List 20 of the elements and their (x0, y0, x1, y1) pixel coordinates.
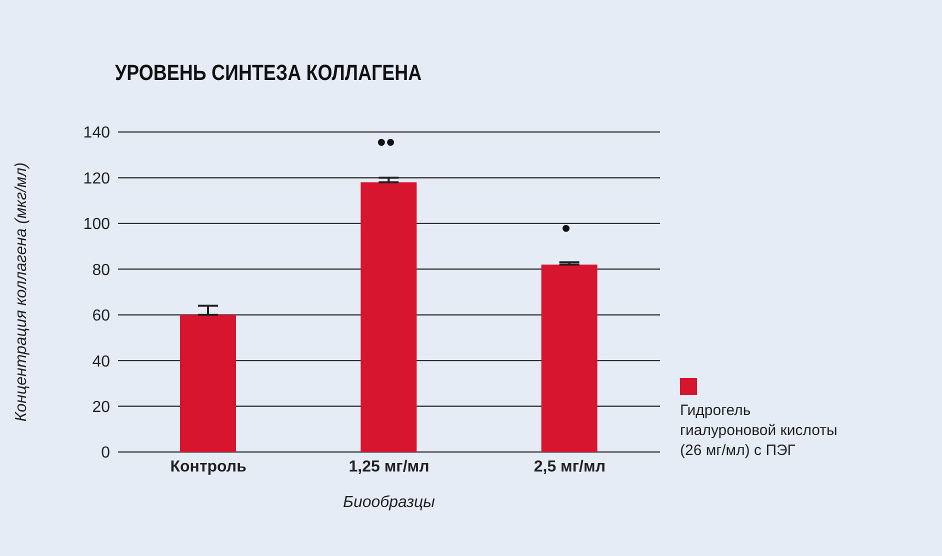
legend-label: Гидрогель гиалуроновой кислоты (26 мг/мл) с ПЭГ (680, 401, 838, 461)
annotation: • (561, 213, 571, 243)
y-tick-label: 60 (92, 308, 110, 325)
x-tick-label: 2,5 мг/мл (534, 458, 606, 476)
x-tick-label: Контроль (170, 458, 247, 476)
y-tick-label: 80 (92, 262, 110, 279)
bar (180, 314, 236, 452)
y-tick-label: 0 (101, 444, 110, 462)
y-tick-label: 20 (92, 398, 110, 416)
x-axis-title: Биообразцы (343, 494, 435, 512)
bar (541, 264, 598, 452)
y-tick-label: 140 (83, 124, 110, 142)
y-tick-label: 40 (92, 353, 110, 370)
x-tick-label: 1,25 мг/мл (348, 458, 430, 476)
annotation: •• (376, 127, 396, 157)
bar (360, 182, 417, 452)
y-axis-title: Концентрация коллагена (мкг/мл) (13, 162, 31, 422)
chart-title: УРОВЕНЬ СИНТЕЗА КОЛЛАГЕНА (115, 60, 422, 86)
y-tick-label: 100 (83, 216, 110, 234)
y-tick-label: 120 (83, 170, 110, 188)
